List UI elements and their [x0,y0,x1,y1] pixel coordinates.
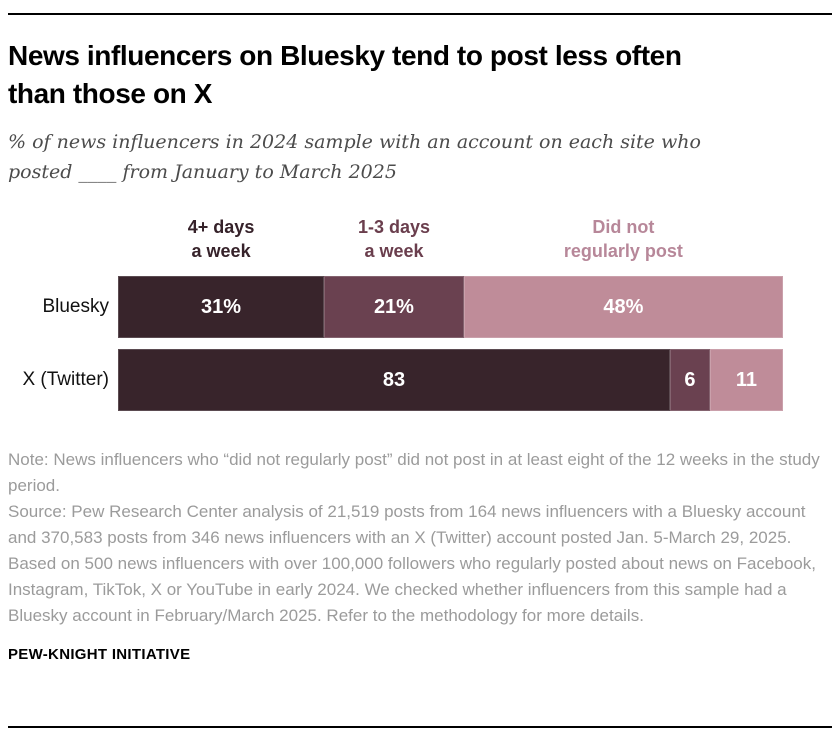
bar-segment: 83 [118,349,670,411]
bottom-rule [8,726,832,728]
column-headers: 4+ days a week 1-3 days a week Did not reg… [118,213,783,263]
bar-segment: 31% [118,276,325,338]
footer-brand: PEW-KNIGHT INITIATIVE [8,646,191,663]
chart-title-line-2: than those on X [8,78,213,109]
chart-subtitle-line-1: % of news influencers in 2024 sample wit… [8,131,701,153]
category-label: X (Twitter) [22,369,109,390]
value-label: 31% [201,295,242,318]
bar-rows: Bluesky 31% 21% 48% X (Twitter) 83 6 11 [8,276,832,411]
bar-segment: 48% [463,276,783,338]
chart-subtitle-line-2: posted ____ from January to March 2025 [8,161,397,183]
bar-segment: 11 [709,349,783,411]
top-rule [8,13,832,15]
chart-title-line-1: News influencers on Bluesky tend to post… [8,40,682,71]
chart-title: News influencers on Bluesky tend to post… [8,37,832,113]
bar-segment: 21% [324,276,464,338]
bar-segment: 6 [669,349,710,411]
bar-track: 83 6 11 [118,349,783,411]
bar-row: X (Twitter) 83 6 11 [8,349,832,411]
bar-track: 31% 21% 48% [118,276,783,338]
bar-row: Bluesky 31% 21% 48% [8,276,832,338]
value-label: 21% [373,295,414,318]
column-header: Did not regularly post [563,217,683,261]
source-text: Source: Pew Research Center analysis of … [8,502,816,625]
value-label: 6 [684,368,696,391]
note-text: Note: News influencers who “did not regu… [8,450,820,495]
column-header: 1-3 days a week [357,217,430,261]
category-label: Bluesky [42,296,109,317]
column-header: 4+ days a week [187,217,255,261]
chart-subtitle: % of news influencers in 2024 sample wit… [8,127,832,187]
value-label: 11 [735,368,757,391]
value-label: 48% [603,295,644,318]
value-label: 83 [382,368,406,391]
stacked-bar-chart: 4+ days a week 1-3 days a week Did not reg… [8,213,832,411]
